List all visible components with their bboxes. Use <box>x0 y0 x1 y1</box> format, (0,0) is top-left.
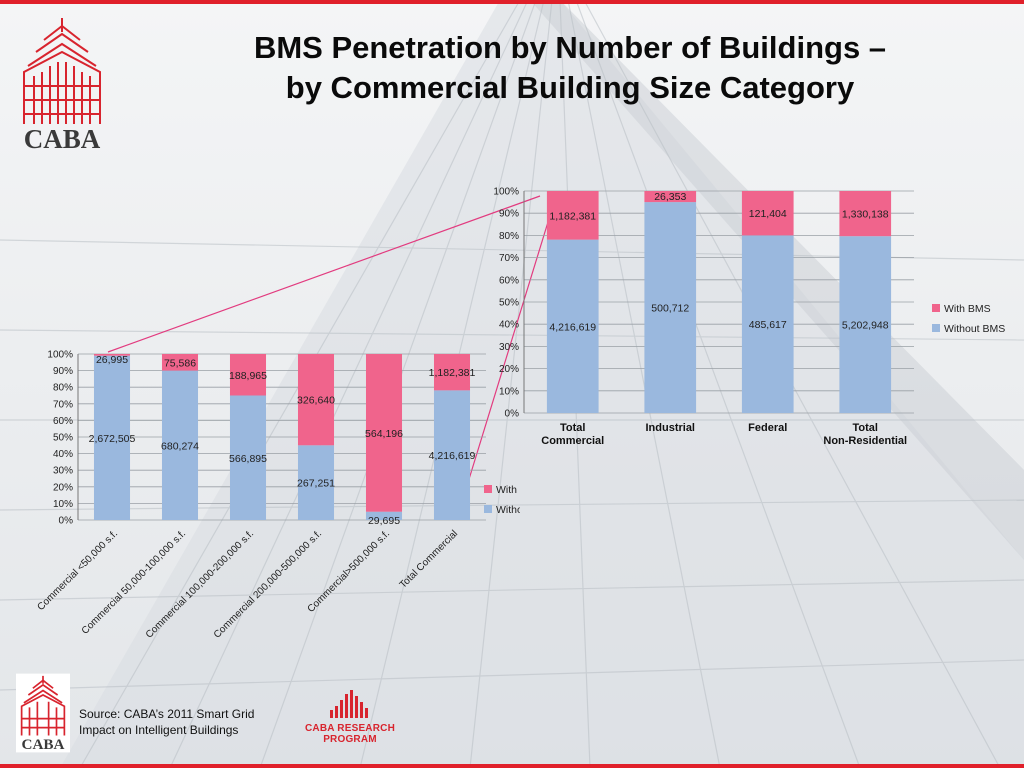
legend-swatch-without-bms <box>932 324 940 332</box>
data-label-without-bms: 500,712 <box>651 303 689 315</box>
y-tick-label: 100% <box>493 187 519 198</box>
bar-without-bms <box>839 236 892 413</box>
y-tick-label: 20% <box>499 364 519 375</box>
bar-without-bms <box>93 355 131 520</box>
data-label-with-bms: 1,182,381 <box>429 367 476 379</box>
y-tick-label: 60% <box>53 416 73 427</box>
bar-with-bms <box>433 354 471 391</box>
legend-swatch-without-bms <box>484 505 492 513</box>
bar-with-bms <box>741 191 794 236</box>
bar-with-bms <box>365 354 403 512</box>
bar-with-bms <box>644 191 697 203</box>
legend-swatch-with-bms <box>932 304 940 312</box>
research-program-logo: CABA RESEARCH PROGRAM <box>300 688 400 745</box>
y-tick-label: 40% <box>499 320 519 331</box>
legend-label-with-bms: With BMS <box>944 303 991 315</box>
bottom-accent-bar <box>0 764 1024 768</box>
y-tick-label: 0% <box>59 516 74 527</box>
legend-label-with-bms: With BMS <box>496 484 520 496</box>
data-label-without-bms: 485,617 <box>749 319 787 331</box>
data-label-with-bms: 26,353 <box>654 191 686 203</box>
source-line-2: Impact on Intelligent Buildings <box>79 723 239 737</box>
program-bars-icon <box>330 690 368 718</box>
y-tick-label: 90% <box>499 209 519 220</box>
legend-swatch-with-bms <box>484 485 492 493</box>
bar-without-bms <box>161 370 199 520</box>
source-line-1: Source: CABA’s 2011 Smart Grid <box>79 707 255 721</box>
y-tick-label: 50% <box>53 433 73 444</box>
data-label-without-bms: 267,251 <box>297 478 335 490</box>
y-tick-label: 100% <box>47 350 73 361</box>
y-tick-label: 10% <box>499 386 519 397</box>
legend-label-without-bms: Without BMS <box>944 323 1005 335</box>
logo-text: CABA <box>24 124 101 154</box>
data-label-with-bms: 1,182,381 <box>549 210 596 222</box>
data-label-with-bms: 564,196 <box>365 428 403 440</box>
x-category-label: Total Commercial <box>398 528 460 590</box>
y-tick-label: 70% <box>499 253 519 264</box>
x-category-label: Commercial 200,000-500,000 s.f. <box>212 528 324 640</box>
data-label-with-bms: 75,586 <box>164 357 196 369</box>
y-tick-label: 80% <box>53 383 73 394</box>
bar-without-bms <box>433 390 471 520</box>
bar-with-bms <box>229 354 267 396</box>
data-label-with-bms: 1,330,138 <box>842 209 889 221</box>
y-tick-label: 30% <box>53 466 73 477</box>
data-label-without-bms: 29,695 <box>368 515 400 527</box>
data-label-with-bms: 188,965 <box>229 370 267 382</box>
y-tick-label: 40% <box>53 449 73 460</box>
data-label-without-bms: 5,202,948 <box>842 320 889 332</box>
bar-with-bms <box>93 354 131 356</box>
slide-title: BMS Penetration by Number of Buildings –… <box>130 28 1010 108</box>
y-tick-label: 70% <box>53 399 73 410</box>
legend-label-without-bms: Without BMS <box>496 504 520 516</box>
y-tick-label: 20% <box>53 482 73 493</box>
chart-left-by-size: 0% 10% 20% 30% 40% 50% 60% 70% 80% 90% 100% 26,995 2… <box>36 350 520 641</box>
y-tick-label: 30% <box>499 342 519 353</box>
y-tick-label: 60% <box>499 275 519 286</box>
x-category-label: Total Commercial <box>541 422 604 447</box>
y-tick-label: 50% <box>499 298 519 309</box>
bar-with-bms <box>546 191 599 240</box>
bar-with-bms <box>161 354 199 371</box>
bar-without-bms <box>365 511 403 520</box>
y-tick-label: 10% <box>53 499 73 510</box>
caba-logo: CABA <box>14 14 110 159</box>
top-accent-bar <box>0 0 1024 4</box>
logo-small-text: CABA <box>22 736 65 753</box>
y-tick-label: 80% <box>499 231 519 242</box>
x-category-label: Total Non-Residential <box>823 422 907 447</box>
y-tick-label: 90% <box>53 366 73 377</box>
bar-without-bms <box>546 239 599 413</box>
x-category-label: Federal <box>748 422 787 434</box>
x-category-label: Commercial 100,000-200,000 s.f. <box>144 528 256 640</box>
x-category-label: Industrial <box>645 422 695 434</box>
chart-right-by-sector: 0% 10% 20% 30% 40% 50% 60% 70% 80% 90% 100% 1,182,3… <box>493 187 1005 448</box>
title-line-1: BMS Penetration by Number of Buildings – <box>253 30 887 65</box>
data-label-without-bms: 2,672,505 <box>89 433 136 445</box>
caba-logo-small: CABA <box>16 673 70 758</box>
source-note: Source: CABA’s 2011 Smart Grid Impact on… <box>79 706 289 738</box>
y-tick-label: 0% <box>505 409 520 420</box>
title-line-2: by Commercial Building Size Category <box>285 70 855 105</box>
data-label-with-bms: 326,640 <box>297 395 335 407</box>
bar-without-bms <box>297 445 335 520</box>
bar-without-bms <box>644 202 697 413</box>
data-label-with-bms: 26,995 <box>96 354 128 366</box>
bar-without-bms <box>741 235 794 413</box>
data-label-without-bms: 566,895 <box>229 453 267 465</box>
bar-with-bms <box>297 354 335 446</box>
data-label-with-bms: 121,404 <box>749 208 787 220</box>
bar-with-bms <box>839 191 892 237</box>
data-label-without-bms: 680,274 <box>161 440 199 452</box>
program-line-1: CABA RESEARCH <box>304 723 395 734</box>
program-line-2: PROGRAM <box>323 734 377 745</box>
data-label-without-bms: 4,216,619 <box>549 321 596 333</box>
bar-without-bms <box>229 395 267 520</box>
data-label-without-bms: 4,216,619 <box>429 450 476 462</box>
